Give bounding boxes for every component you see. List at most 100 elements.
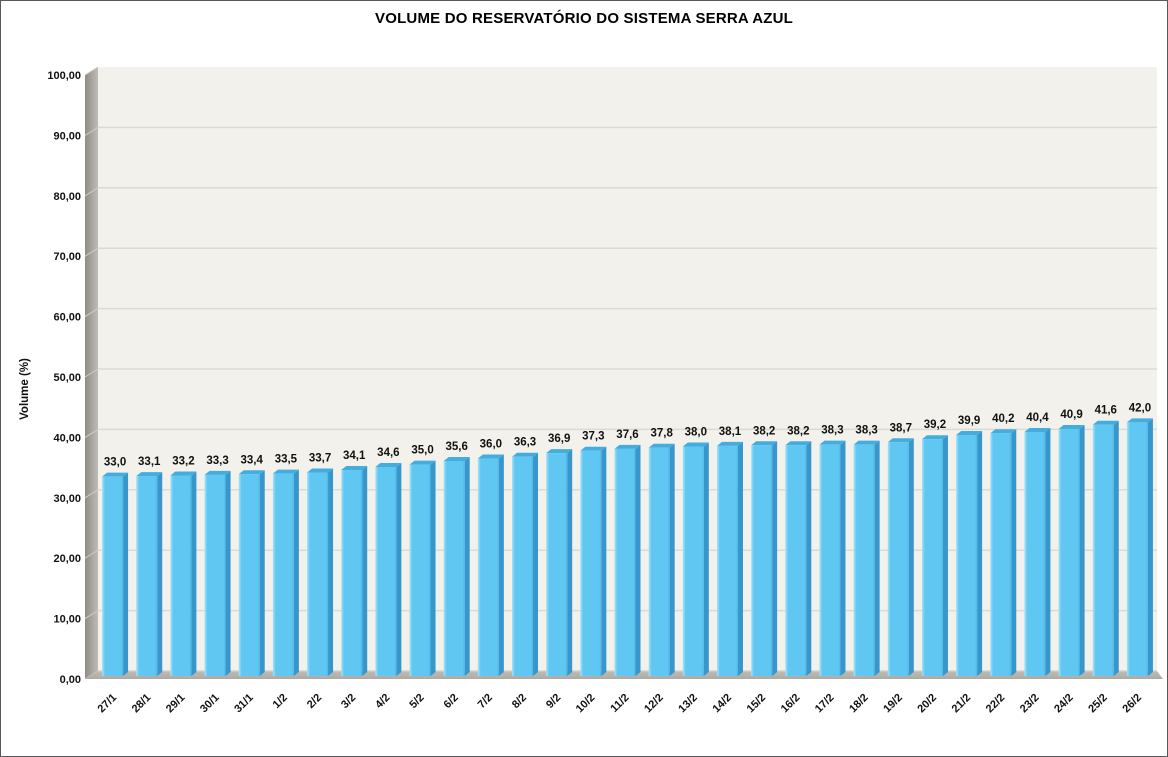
wall-gridline-stub bbox=[84, 308, 99, 318]
bar-value-label: 38,0 bbox=[685, 426, 707, 438]
bar-top bbox=[819, 440, 846, 445]
bar-side bbox=[328, 468, 334, 676]
bar-side bbox=[806, 441, 812, 676]
bar-value-label: 42,0 bbox=[1129, 402, 1151, 414]
bar bbox=[990, 433, 1012, 676]
x-tick-label: 7/2 bbox=[476, 692, 495, 711]
x-tick-label: 23/2 bbox=[1018, 692, 1042, 716]
x-tick-label: 27/1 bbox=[96, 692, 120, 716]
x-tick-label: 11/2 bbox=[608, 692, 631, 715]
bar-top bbox=[921, 435, 948, 440]
wall-gridline-stub bbox=[84, 368, 99, 378]
bar-top bbox=[580, 446, 607, 451]
x-tick-label: 30/1 bbox=[198, 692, 222, 716]
x-tick-label: 31/1 bbox=[232, 692, 256, 716]
x-tick-label: 21/2 bbox=[950, 692, 974, 716]
x-tick-label: 16/2 bbox=[779, 692, 803, 716]
x-tick-label: 17/2 bbox=[813, 692, 837, 716]
x-tick-label: 5/2 bbox=[407, 692, 426, 711]
x-tick-label: 18/2 bbox=[847, 692, 871, 716]
bar bbox=[614, 448, 636, 676]
bar-top bbox=[682, 442, 709, 447]
bar-side bbox=[772, 441, 778, 676]
y-tick-label: 80,00 bbox=[53, 191, 81, 203]
y-tick-label: 50,00 bbox=[53, 372, 81, 384]
bar-top bbox=[512, 452, 539, 457]
bar-value-label: 33,4 bbox=[241, 454, 264, 466]
bar-value-label: 40,4 bbox=[1026, 412, 1049, 424]
bar-top bbox=[990, 429, 1017, 434]
bar bbox=[785, 445, 807, 676]
bar-side bbox=[635, 444, 641, 676]
bar bbox=[409, 464, 431, 676]
bar-value-label: 37,8 bbox=[650, 428, 673, 440]
bar bbox=[102, 476, 124, 676]
x-tick-label: 20/2 bbox=[915, 692, 939, 716]
wall-gridline-stub bbox=[84, 610, 99, 620]
bar bbox=[477, 458, 499, 676]
bar-top bbox=[1126, 418, 1153, 423]
bar-top bbox=[238, 470, 265, 475]
bar-side bbox=[259, 470, 265, 676]
x-tick-label: 9/2 bbox=[544, 692, 563, 711]
bar-side bbox=[293, 469, 299, 676]
bar bbox=[375, 467, 397, 676]
x-tick-label: 13/2 bbox=[676, 692, 700, 716]
bar-side bbox=[464, 456, 470, 676]
bar-side bbox=[908, 438, 914, 676]
bar-side bbox=[567, 449, 573, 676]
bar-side bbox=[157, 472, 163, 676]
y-tick-label: 20,00 bbox=[53, 553, 81, 565]
bar-top bbox=[716, 441, 743, 446]
bar-top bbox=[136, 472, 163, 477]
bar bbox=[238, 474, 260, 676]
bar bbox=[512, 456, 534, 676]
bar-value-label: 33,7 bbox=[309, 452, 331, 464]
bar bbox=[921, 439, 943, 676]
bar-side bbox=[1147, 418, 1153, 676]
bar-top bbox=[443, 456, 470, 461]
x-tick-label: 28/1 bbox=[130, 692, 154, 716]
bar-top bbox=[751, 441, 778, 446]
x-tick-label: 14/2 bbox=[710, 692, 734, 716]
bar-top bbox=[102, 472, 129, 477]
bar-top bbox=[956, 431, 983, 436]
bar bbox=[716, 445, 738, 676]
bar-value-label: 37,6 bbox=[616, 429, 638, 441]
bar-top bbox=[477, 454, 504, 459]
bar-value-label: 39,9 bbox=[958, 415, 980, 427]
bar-top bbox=[341, 466, 368, 471]
bar bbox=[1024, 431, 1046, 676]
bar-value-label: 35,6 bbox=[445, 441, 467, 453]
bar bbox=[853, 444, 875, 676]
wall-gridline-stub bbox=[84, 66, 99, 76]
x-tick-label: 29/1 bbox=[164, 692, 188, 716]
bar-top bbox=[887, 438, 914, 443]
wall-gridline-stub bbox=[84, 187, 99, 197]
bar-value-label: 41,6 bbox=[1095, 405, 1117, 417]
bar bbox=[307, 472, 329, 676]
bar-side bbox=[430, 460, 436, 676]
bar bbox=[1126, 422, 1148, 676]
wall-gridline-stub bbox=[84, 489, 99, 499]
bar-top bbox=[853, 440, 880, 445]
y-tick-label: 0,00 bbox=[60, 674, 81, 686]
bar-side bbox=[498, 454, 504, 676]
bar-value-label: 35,0 bbox=[411, 445, 433, 457]
bar-side bbox=[1011, 429, 1017, 676]
bar-side bbox=[703, 442, 709, 676]
bar-top bbox=[307, 468, 334, 473]
y-tick-label: 10,00 bbox=[53, 614, 81, 626]
bar bbox=[1058, 428, 1080, 676]
bar-top bbox=[1024, 427, 1051, 432]
bar-value-label: 38,1 bbox=[719, 426, 742, 438]
bar-value-label: 38,3 bbox=[855, 425, 877, 437]
chart-title: VOLUME DO RESERVATÓRIO DO SISTEMA SERRA … bbox=[375, 10, 793, 27]
bar-value-label: 36,3 bbox=[514, 437, 536, 449]
bar bbox=[751, 445, 773, 676]
bar-top bbox=[170, 471, 197, 476]
bar bbox=[170, 475, 192, 676]
x-tick-label: 3/2 bbox=[339, 692, 358, 711]
